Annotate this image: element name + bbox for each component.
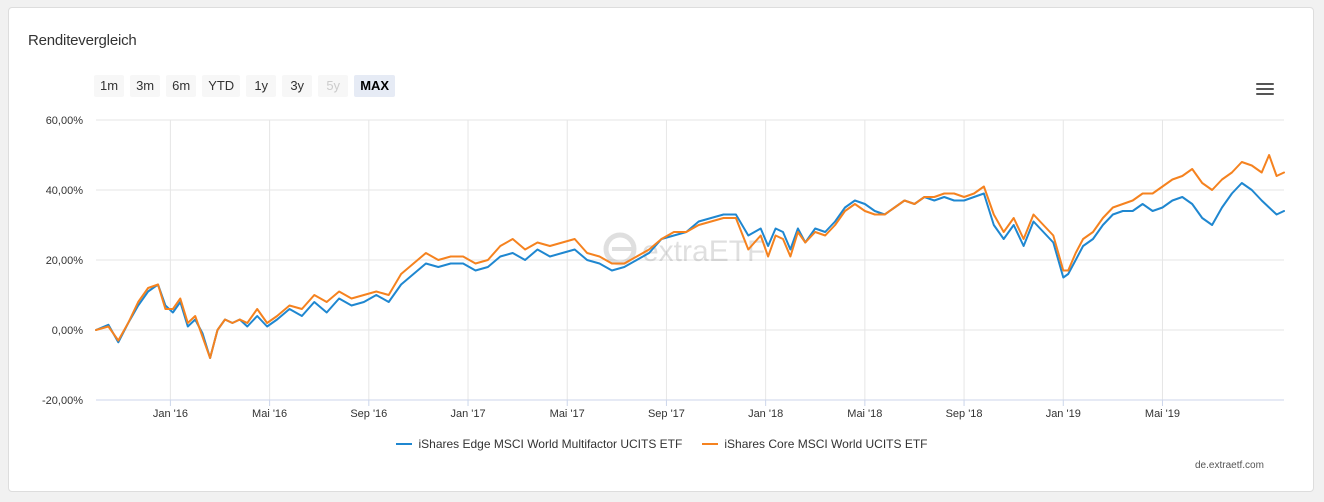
y-tick-label: 60,00%: [46, 115, 84, 127]
x-tick-label: Mai '17: [550, 408, 585, 420]
x-tick-label: Jan '18: [748, 408, 783, 420]
y-tick-label: 0,00%: [52, 325, 83, 337]
y-tick-label: 20,00%: [46, 255, 84, 267]
range-button-1y[interactable]: 1y: [246, 75, 277, 97]
card-title: Renditevergleich: [28, 32, 137, 49]
legend-swatch-core: [702, 443, 719, 445]
x-tick-label: Mai '16: [252, 408, 287, 420]
range-button-3y[interactable]: 3y: [282, 75, 313, 97]
extraetf-logo-icon: [603, 232, 637, 266]
range-button-6m[interactable]: 6m: [166, 75, 197, 97]
legend-item-multifactor[interactable]: iShares Edge MSCI World Multifactor UCIT…: [396, 437, 682, 451]
y-tick-label: 40,00%: [46, 185, 84, 197]
range-button-ytd[interactable]: YTD: [202, 75, 241, 97]
legend-swatch-multifactor: [396, 443, 413, 445]
x-tick-label: Jan '16: [153, 408, 188, 420]
legend: iShares Edge MSCI World Multifactor UCIT…: [0, 437, 1324, 451]
x-tick-label: Sep '17: [648, 408, 685, 420]
x-tick-label: Jan '19: [1046, 408, 1081, 420]
x-tick-label: Sep '16: [350, 408, 387, 420]
x-tick-label: Jan '17: [450, 408, 485, 420]
legend-label-multifactor: iShares Edge MSCI World Multifactor UCIT…: [418, 437, 683, 451]
range-button-1m[interactable]: 1m: [94, 75, 125, 97]
legend-label-core: iShares Core MSCI World UCITS ETF: [724, 437, 928, 451]
x-tick-label: Sep '18: [946, 408, 983, 420]
series-lines: [95, 154, 1285, 359]
range-button-3m[interactable]: 3m: [130, 75, 161, 97]
x-tick-label: Mai '19: [1145, 408, 1180, 420]
hamburger-menu-icon[interactable]: [1256, 83, 1274, 97]
x-tick-label: Mai '18: [847, 408, 882, 420]
range-button-5y: 5y: [318, 75, 349, 97]
series-line-multifactor: [95, 182, 1285, 359]
range-button-max[interactable]: MAX: [354, 75, 396, 97]
y-tick-label: -20,00%: [42, 395, 83, 407]
legend-item-core[interactable]: iShares Core MSCI World UCITS ETF: [702, 437, 928, 451]
axes: 60,00% 40,00% 20,00% 0,00% -20,00% Jan '16 Mai…: [42, 115, 1284, 420]
credit-link[interactable]: de.extraetf.com: [1195, 460, 1264, 471]
series-line-core: [95, 154, 1285, 359]
range-selector: 1m 3m 6m YTD 1y 3y 5y MAX: [94, 75, 396, 99]
